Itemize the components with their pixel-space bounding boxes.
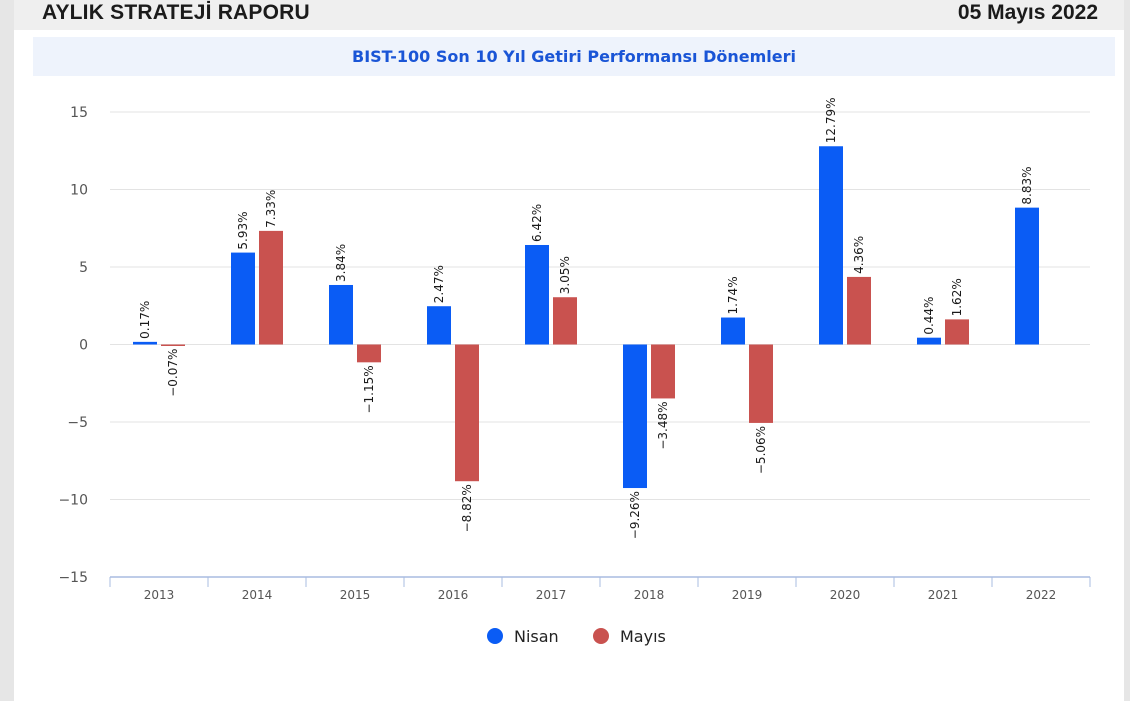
- legend-marker: [593, 628, 609, 644]
- data-label: −1.15%: [362, 365, 376, 413]
- data-label: 1.74%: [726, 276, 740, 314]
- data-label: 0.17%: [138, 301, 152, 339]
- x-tick-label: 2019: [732, 588, 763, 602]
- chart-title-band: BIST-100 Son 10 Yıl Getiri Performansı D…: [33, 37, 1115, 76]
- y-tick-label: −15: [58, 570, 88, 586]
- bar-mayıs-2015: [357, 344, 381, 363]
- chart-title: BIST-100 Son 10 Yıl Getiri Performansı D…: [352, 47, 796, 66]
- report-title: AYLIK STRATEJİ RAPORU: [42, 1, 310, 24]
- y-tick-label: 0: [79, 338, 88, 354]
- data-label: 6.42%: [530, 204, 544, 242]
- data-label: 3.84%: [334, 244, 348, 282]
- data-label: 4.36%: [852, 236, 866, 274]
- report-page: AYLIK STRATEJİ RAPORU 05 Mayıs 2022 BIST…: [14, 0, 1124, 701]
- data-label: −0.07%: [166, 349, 180, 397]
- report-header: AYLIK STRATEJİ RAPORU 05 Mayıs 2022: [14, 0, 1124, 30]
- data-label: −5.06%: [754, 426, 768, 474]
- data-label: −3.48%: [656, 401, 670, 449]
- bar-mayıs-2017: [553, 297, 577, 345]
- x-tick-label: 2022: [1026, 588, 1057, 602]
- bar-mayıs-2020: [847, 276, 871, 345]
- bar-nisan-2013: [133, 341, 157, 345]
- x-tick-label: 2013: [144, 588, 175, 602]
- data-label: 8.83%: [1020, 167, 1034, 205]
- data-label: −8.82%: [460, 484, 474, 532]
- x-tick-label: 2016: [438, 588, 469, 602]
- bar-nisan-2021: [917, 337, 941, 345]
- data-label: 5.93%: [236, 211, 250, 249]
- y-tick-label: 5: [79, 260, 88, 276]
- bar-mayıs-2016: [455, 344, 479, 482]
- x-tick-label: 2021: [928, 588, 959, 602]
- x-tick-label: 2015: [340, 588, 371, 602]
- bar-mayıs-2021: [945, 319, 969, 345]
- bar-mayıs-2013: [161, 344, 185, 346]
- x-tick-label: 2014: [242, 588, 273, 602]
- bar-nisan-2022: [1015, 207, 1039, 345]
- bar-mayıs-2018: [651, 344, 675, 399]
- bar-nisan-2016: [427, 306, 451, 345]
- legend-label: Nisan: [514, 627, 559, 646]
- bar-nisan-2020: [819, 146, 843, 345]
- data-label: 7.33%: [264, 190, 278, 228]
- bar-nisan-2017: [525, 244, 549, 345]
- report-date: 05 Mayıs 2022: [957, 1, 1098, 24]
- legend-label: Mayıs: [620, 627, 666, 646]
- x-tick-label: 2017: [536, 588, 567, 602]
- data-label: 1.62%: [950, 278, 964, 316]
- data-label: −9.26%: [628, 491, 642, 539]
- data-label: 12.79%: [824, 97, 838, 143]
- data-label: 3.05%: [558, 256, 572, 294]
- data-label: 2.47%: [432, 265, 446, 303]
- y-tick-label: −10: [58, 493, 88, 509]
- bar-nisan-2019: [721, 317, 745, 345]
- legend-marker: [487, 628, 503, 644]
- bar-mayıs-2014: [259, 230, 283, 345]
- y-tick-label: 15: [70, 105, 88, 121]
- bar-nisan-2014: [231, 252, 255, 345]
- bar-nisan-2015: [329, 284, 353, 345]
- x-tick-label: 2020: [830, 588, 861, 602]
- bar-mayıs-2019: [749, 344, 773, 423]
- y-tick-label: 10: [70, 183, 88, 199]
- bar-nisan-2018: [623, 344, 647, 489]
- x-tick-label: 2018: [634, 588, 665, 602]
- data-label: 0.44%: [922, 297, 936, 335]
- y-tick-label: −5: [67, 415, 88, 431]
